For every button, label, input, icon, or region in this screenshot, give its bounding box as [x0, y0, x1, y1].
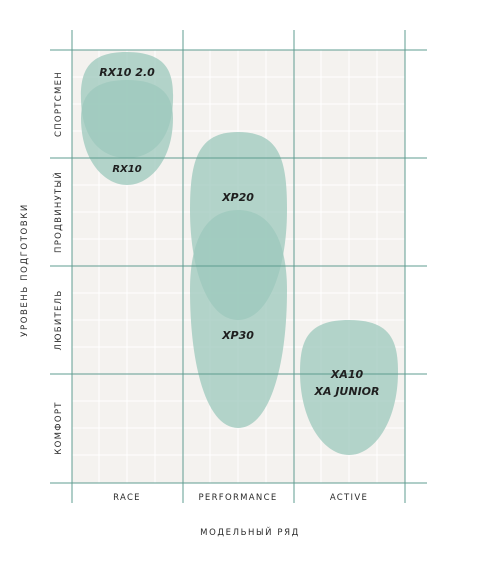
row-label-amateur: ЛЮБИТЕЛЬ	[54, 290, 64, 351]
row-label-sportsman: СПОРТСМЕН	[54, 71, 64, 137]
row-label-advanced: ПРОДВИНУТЫЙ	[52, 171, 64, 253]
product-label-xp30: XP30	[221, 329, 254, 342]
row-label-comfort: КОМФОРТ	[54, 401, 64, 454]
x-axis-title: МОДЕЛЬНЫЙ РЯД	[200, 526, 300, 538]
product-label-rx10-2-0: RX10 2.0	[99, 66, 155, 79]
blob-rx10	[81, 80, 173, 185]
major-grid	[50, 30, 427, 503]
blob-xa10	[300, 320, 398, 455]
y-axis-title: УРОВЕНЬ ПОДГОТОВКИ	[20, 203, 30, 337]
column-label-active: ACTIVE	[330, 493, 368, 503]
product-label-xp20: XP20	[221, 191, 254, 204]
column-label-performance: PERFORMANCE	[198, 493, 277, 503]
product-label-xa-junior: XA JUNIOR	[314, 385, 380, 398]
product-label-xa10: XA10	[330, 368, 364, 381]
column-label-race: RACE	[113, 493, 141, 503]
product-label-rx10: RX10	[112, 164, 141, 175]
